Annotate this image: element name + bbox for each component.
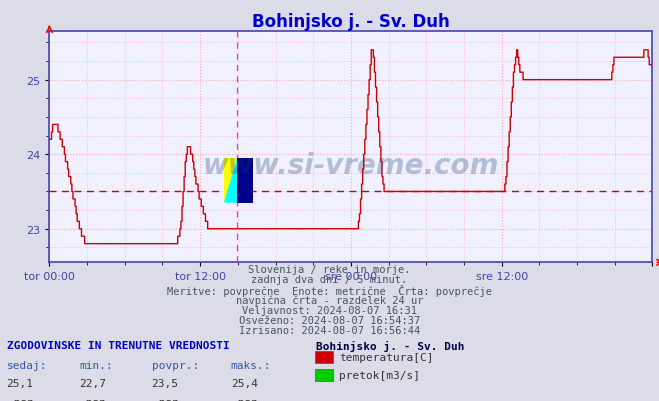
Text: min.:: min.: [79,360,113,370]
Text: Meritve: povprečne  Enote: metrične  Črta: povprečje: Meritve: povprečne Enote: metrične Črta:… [167,285,492,297]
Text: Osveženo: 2024-08-07 16:54:37: Osveženo: 2024-08-07 16:54:37 [239,315,420,325]
Text: Veljavnost: 2024-08-07 16:31: Veljavnost: 2024-08-07 16:31 [242,305,417,315]
Title: Bohinjsko j. - Sv. Duh: Bohinjsko j. - Sv. Duh [252,12,450,30]
Text: -nan: -nan [79,397,106,401]
Text: -nan: -nan [7,397,34,401]
Polygon shape [224,158,237,203]
Text: 23,5: 23,5 [152,379,179,389]
Text: 22,7: 22,7 [79,379,106,389]
Text: maks.:: maks.: [231,360,271,370]
Text: -nan: -nan [231,397,258,401]
Text: sedaj:: sedaj: [7,360,47,370]
Bar [315,369,333,381]
Text: ZGODOVINSKE IN TRENUTNE VREDNOSTI: ZGODOVINSKE IN TRENUTNE VREDNOSTI [7,340,229,350]
Text: 25,4: 25,4 [231,379,258,389]
Text: navpična črta - razdelek 24 ur: navpična črta - razdelek 24 ur [236,295,423,305]
Polygon shape [224,158,237,203]
Text: 25,1: 25,1 [7,379,34,389]
Text: Bohinjsko j. - Sv. Duh: Bohinjsko j. - Sv. Duh [316,340,465,351]
Text: -nan: -nan [152,397,179,401]
Text: Slovenija / reke in morje.: Slovenija / reke in morje. [248,265,411,275]
Text: povpr.:: povpr.: [152,360,199,370]
Bar [315,351,333,363]
Text: Izrisano: 2024-08-07 16:56:44: Izrisano: 2024-08-07 16:56:44 [239,325,420,335]
Text: pretok[m3/s]: pretok[m3/s] [339,370,420,380]
Text: www.si-vreme.com: www.si-vreme.com [203,152,499,180]
Text: temperatura[C]: temperatura[C] [339,352,434,362]
Bar [237,158,253,203]
Text: zadnja dva dni / 5 minut.: zadnja dva dni / 5 minut. [251,275,408,285]
